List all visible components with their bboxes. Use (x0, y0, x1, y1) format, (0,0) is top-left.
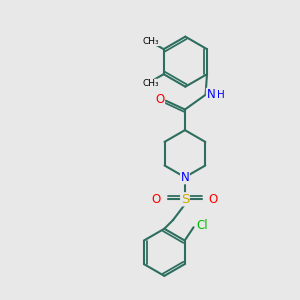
Text: CH₃: CH₃ (143, 79, 159, 88)
Text: H: H (217, 90, 225, 100)
Text: CH₃: CH₃ (143, 37, 159, 46)
Text: O: O (209, 193, 218, 206)
Text: O: O (152, 193, 161, 206)
Text: O: O (155, 93, 164, 106)
Text: N: N (206, 88, 215, 101)
Text: Cl: Cl (196, 219, 208, 232)
Text: N: N (181, 171, 189, 184)
Text: S: S (181, 193, 189, 206)
